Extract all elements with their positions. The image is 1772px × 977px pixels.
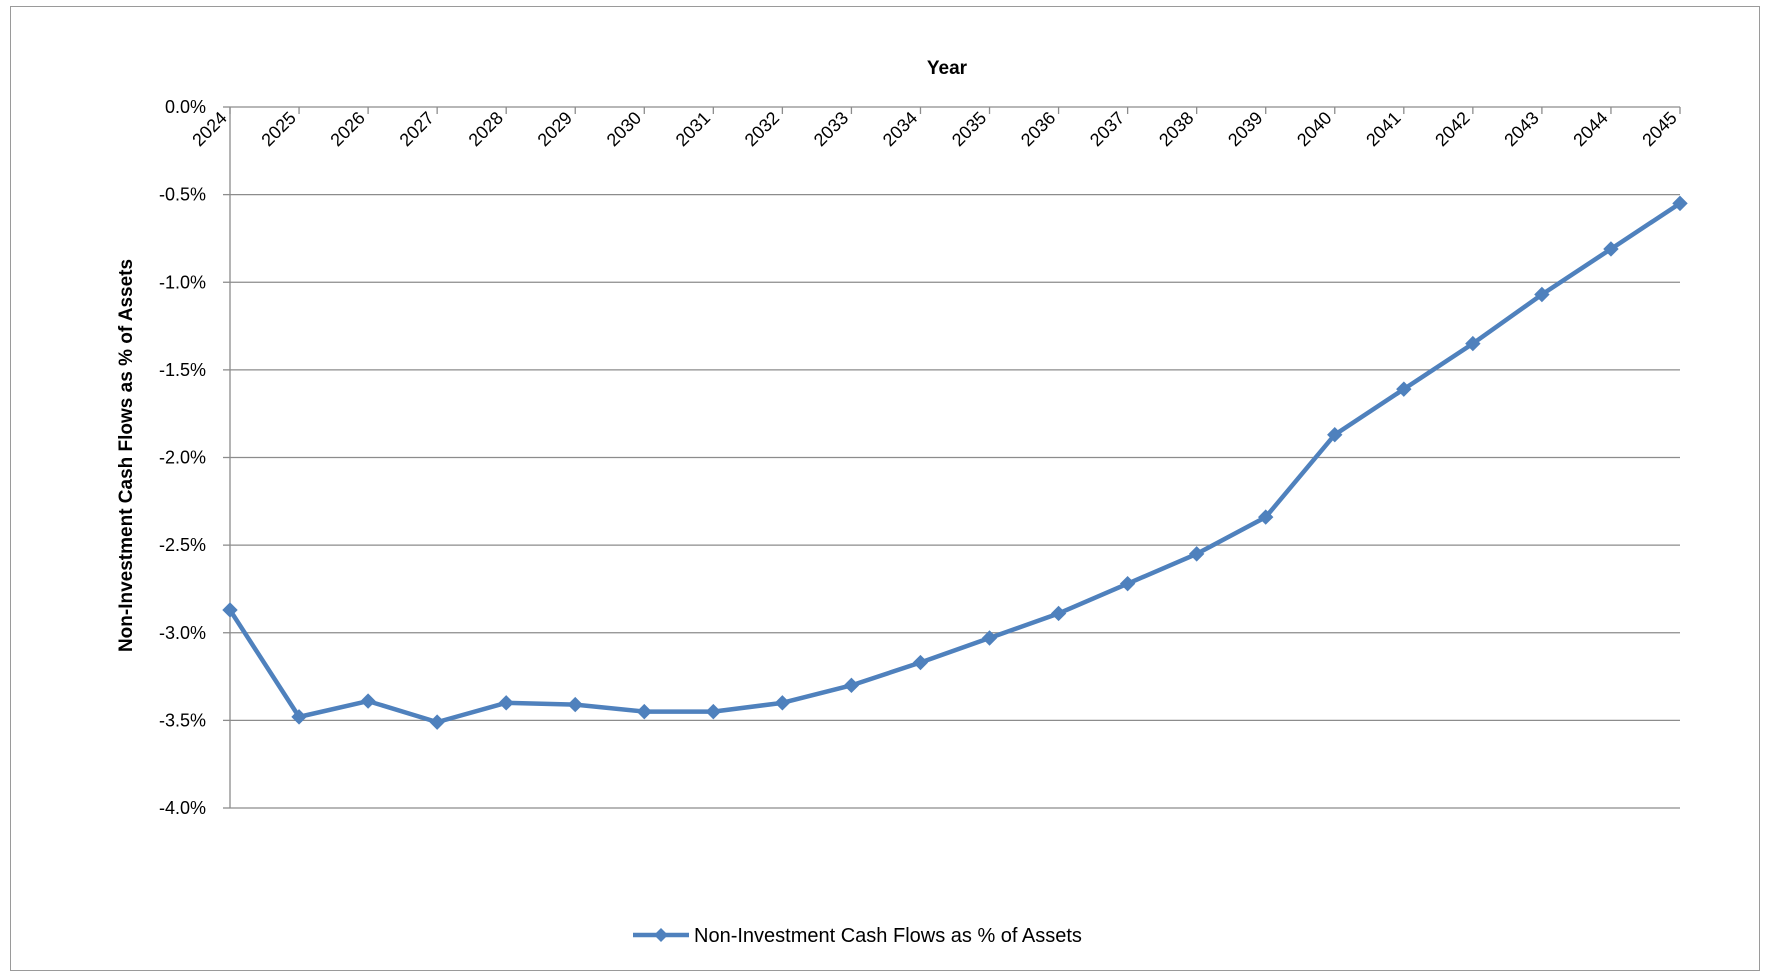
data-point-marker	[498, 695, 514, 711]
x-tick-label: 2041	[1362, 108, 1404, 150]
data-point-marker	[1465, 335, 1481, 352]
data-point-marker	[567, 696, 583, 713]
x-axis-title: Year	[927, 58, 968, 79]
data-point-marker	[222, 602, 238, 618]
chart-frame	[10, 6, 1760, 971]
x-tick-label: 2045	[1638, 108, 1680, 150]
x-tick-label: 2029	[534, 108, 576, 150]
x-tick-label: 2027	[396, 108, 438, 150]
legend-label: Non-Investment Cash Flows as % of Assets	[694, 925, 1082, 947]
gridlines	[230, 193, 1680, 809]
x-tick-label: 2028	[465, 108, 507, 150]
data-point-marker	[912, 654, 929, 671]
data-point-marker	[1258, 509, 1274, 525]
series-line-path	[227, 201, 1683, 725]
y-tick-label: 0.0%	[165, 97, 206, 117]
x-tick-label: 2043	[1500, 108, 1542, 150]
data-point-marker	[843, 677, 860, 694]
data-point-marker	[1327, 427, 1343, 443]
data-point-marker	[1050, 605, 1067, 622]
y-axis-tick-labels: 0.0% -0.5% -1.0% -1.5% -2.0% -2.5% -3.0% -3.5% -…	[159, 97, 206, 818]
x-tick-label: 2032	[741, 108, 783, 150]
x-axis-tick-labels: 2024 2025 2026 2027 2028 2029 2030 2031 2032 2033…	[188, 108, 1680, 150]
data-point-marker	[1188, 546, 1205, 562]
y-tick-label: -1.0%	[159, 272, 206, 292]
data-point-marker	[636, 703, 652, 720]
y-tick-label: -0.5%	[159, 185, 206, 205]
series-line	[227, 201, 1683, 725]
x-tick-label: 2042	[1431, 108, 1473, 150]
x-tick-label: 2033	[810, 108, 852, 150]
x-tick-label: 2031	[672, 108, 714, 150]
x-tick-label: 2025	[257, 108, 299, 150]
data-point-marker	[1534, 286, 1550, 303]
x-tick-label: 2039	[1224, 108, 1266, 150]
data-point-marker	[1672, 195, 1688, 212]
legend: Non-Investment Cash Flows as % of Assets	[633, 925, 1082, 947]
y-tick-label: -4.0%	[159, 798, 206, 818]
y-tick-label: -3.5%	[159, 710, 206, 730]
legend-diamond-marker	[654, 928, 668, 942]
data-point-marker	[705, 703, 722, 720]
data-point-marker	[774, 695, 791, 711]
x-tick-label: 2038	[1155, 108, 1197, 150]
y-tick-label: -2.5%	[159, 535, 206, 555]
x-tick-label: 2035	[948, 108, 990, 150]
x-tick-label: 2026	[326, 108, 368, 150]
y-tick-label: -3.0%	[159, 623, 206, 643]
data-point-marker	[429, 714, 445, 730]
data-point-marker	[1603, 241, 1619, 257]
axes	[223, 106, 1681, 809]
x-tick-label: 2034	[879, 108, 921, 150]
series-markers	[222, 195, 1688, 730]
x-tick-label: 2036	[1017, 108, 1059, 150]
x-tick-label: 2040	[1293, 108, 1335, 150]
data-point-marker	[981, 630, 998, 646]
y-tick-label: -1.5%	[159, 360, 206, 380]
y-tick-label: -2.0%	[159, 448, 206, 468]
x-tick-label: 2030	[603, 108, 645, 150]
x-tick-label: 2037	[1086, 108, 1128, 150]
y-axis-title: Non-Investment Cash Flows as % of Assets	[116, 259, 137, 652]
data-point-marker	[1119, 575, 1136, 592]
data-point-marker	[1396, 381, 1412, 397]
data-point-marker	[360, 693, 376, 709]
data-point-marker	[291, 709, 307, 725]
x-tick-label: 2044	[1569, 108, 1611, 150]
